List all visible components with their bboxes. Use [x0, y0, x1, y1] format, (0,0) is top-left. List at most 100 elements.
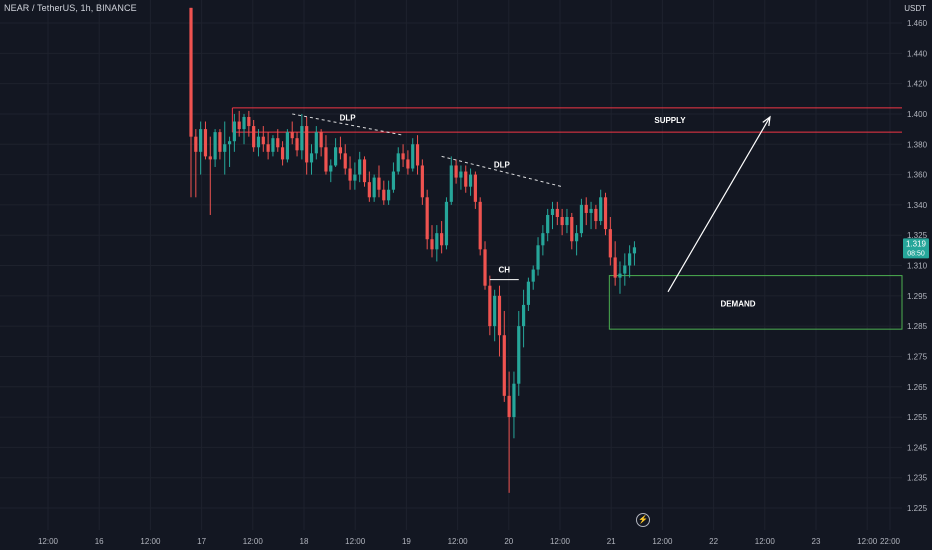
candle-body	[541, 233, 545, 246]
dlp-label-2: DLP	[494, 161, 511, 170]
candle-body	[473, 174, 477, 202]
x-tick-label: 12:00	[755, 537, 776, 546]
candle-body	[459, 171, 463, 178]
y-tick-label: 1.310	[907, 262, 928, 271]
arrow-head-icon	[762, 115, 771, 126]
y-tick-label: 1.285	[907, 322, 928, 331]
candle-body	[261, 136, 265, 145]
candle-body	[227, 141, 232, 145]
candle-body	[242, 116, 246, 130]
x-tick-label: 16	[95, 537, 104, 546]
x-tick-label: 17	[197, 537, 206, 546]
x-tick-label: 22:00	[880, 537, 901, 546]
y-tick-label: 1.295	[907, 292, 928, 301]
candles-layer	[189, 7, 637, 493]
candle-body	[324, 147, 328, 172]
x-tick-label: 20	[504, 537, 513, 546]
candle-body	[189, 7, 193, 137]
price-tag	[903, 238, 929, 259]
x-tick-label: 12:00	[550, 537, 571, 546]
candle-body	[382, 189, 386, 201]
candle-body	[517, 326, 521, 384]
candle-body	[387, 189, 391, 201]
bolt-icon[interactable]: ⚡	[636, 513, 650, 527]
candle-body	[526, 281, 530, 305]
candle-body	[396, 153, 400, 172]
candle-body	[628, 253, 632, 266]
candle-body	[440, 233, 444, 246]
candle-body	[194, 136, 198, 152]
dlp-trendline-1	[292, 113, 404, 136]
candle-body	[362, 159, 367, 183]
candle-body	[420, 165, 424, 198]
candle-body	[493, 295, 497, 327]
candle-body	[531, 269, 535, 282]
candle-body	[502, 335, 506, 396]
candle-body	[199, 129, 203, 152]
currency-label: USDT	[904, 4, 926, 13]
candle-body	[430, 239, 434, 250]
x-tick-label: 21	[607, 537, 616, 546]
candle-body	[300, 126, 304, 151]
candle-body	[584, 204, 588, 213]
candle-body	[309, 153, 314, 163]
demand-zone	[608, 275, 903, 330]
candle-body	[464, 171, 468, 187]
candle-body	[295, 138, 299, 151]
candle-body	[334, 147, 338, 166]
x-tick-label: 18	[300, 537, 309, 546]
candle-body	[618, 273, 622, 278]
y-tick-label: 1.420	[907, 80, 928, 89]
time-axis[interactable]: 12:00 16 12:00 17 12:00 18 12:00 19 12:00 20 12:00…	[38, 537, 901, 546]
symbol-title[interactable]: NEAR / TetherUS, 1h, BINANCE	[4, 3, 137, 13]
zones-layer: SUPPLY DEMAND	[231, 107, 903, 330]
x-tick-label: 12:00	[857, 537, 878, 546]
candle-body	[608, 229, 612, 258]
x-tick-label: 12:00	[38, 537, 59, 546]
candle-body	[536, 245, 540, 270]
candle-body	[348, 168, 352, 181]
dlp-label-1: DLP	[340, 114, 357, 123]
candle-body	[237, 121, 241, 130]
y-tick-label: 1.360	[907, 171, 928, 180]
candle-body	[546, 214, 550, 234]
x-tick-label: 12:00	[243, 537, 264, 546]
candle-body	[391, 171, 396, 190]
price-axis[interactable]: 1.460 1.440 1.420 1.400 1.380 1.360 1.340 1.325…	[907, 19, 928, 513]
y-tick-label: 1.255	[907, 413, 928, 422]
candle-body	[372, 177, 376, 198]
candle-body	[377, 177, 381, 190]
x-tick-label: 12:00	[345, 537, 366, 546]
candle-body	[555, 208, 559, 217]
candle-body	[565, 217, 569, 226]
candle-body	[613, 257, 617, 278]
candle-body	[478, 201, 482, 250]
candle-body	[271, 138, 275, 152]
supply-label: SUPPLY	[654, 116, 686, 125]
candle-body	[338, 147, 343, 154]
chart-grid	[0, 0, 902, 530]
y-tick-label: 1.275	[907, 352, 928, 361]
y-tick-label: 1.440	[907, 49, 928, 58]
candle-body	[435, 233, 439, 250]
candle-body	[449, 165, 453, 202]
candle-body	[589, 208, 593, 213]
candle-body	[575, 233, 579, 242]
demand-label: DEMAND	[720, 299, 755, 308]
candle-body	[203, 129, 208, 157]
candle-body	[603, 197, 608, 230]
candle-body	[247, 116, 251, 127]
candle-body	[599, 197, 603, 222]
candle-body	[623, 265, 627, 274]
x-tick-label: 19	[402, 537, 411, 546]
candle-body	[560, 217, 564, 226]
y-tick-label: 1.225	[907, 504, 928, 513]
current-price-marker: 1.319 08:50	[903, 238, 929, 259]
candle-body	[213, 132, 217, 160]
candle-body	[594, 208, 598, 222]
candle-body	[290, 132, 294, 139]
candle-body	[488, 285, 492, 327]
candle-body	[468, 174, 473, 187]
